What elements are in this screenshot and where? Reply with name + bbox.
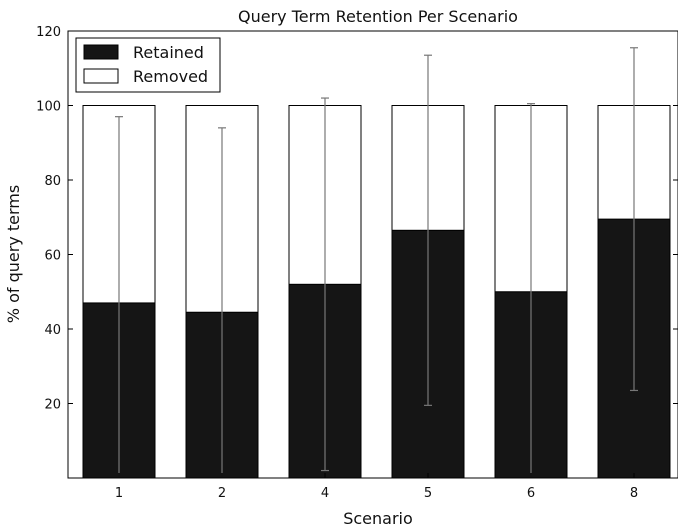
plot-frame: [67, 30, 678, 479]
y-tick-label-80: 80: [44, 174, 61, 189]
y-tick-label-60: 60: [44, 249, 61, 264]
legend-label-retained: Retained: [133, 43, 204, 62]
x-tick-label-5: 5: [424, 486, 432, 501]
x-axis-label: Scenario: [343, 509, 413, 527]
legend-label-removed: Removed: [133, 67, 208, 86]
y-tick-label-40: 40: [44, 323, 61, 338]
x-tick-label-4: 4: [321, 486, 329, 501]
x-tick-label-6: 6: [527, 486, 535, 501]
x-tick-label-1: 1: [115, 486, 123, 501]
chart-title: Query Term Retention Per Scenario: [238, 7, 518, 26]
x-tick-label-2: 2: [218, 486, 226, 501]
legend-swatch-removed: [83, 68, 119, 84]
error-bars-layer: [115, 47, 638, 478]
y-tick-label-100: 100: [36, 100, 61, 115]
y-tick-label-20: 20: [44, 398, 61, 413]
y-tick-label-120: 120: [36, 25, 61, 40]
legend-swatch-retained: [83, 44, 119, 60]
x-tick-label-8: 8: [630, 486, 638, 501]
bars-layer: [82, 105, 671, 479]
y-axis-label: % of query terms: [4, 185, 23, 323]
x-axis: 1 2 4 5 6 8: [115, 473, 638, 501]
legend: Retained Removed: [75, 37, 221, 93]
y-axis: 20 40 60 80 100 120: [36, 25, 678, 413]
